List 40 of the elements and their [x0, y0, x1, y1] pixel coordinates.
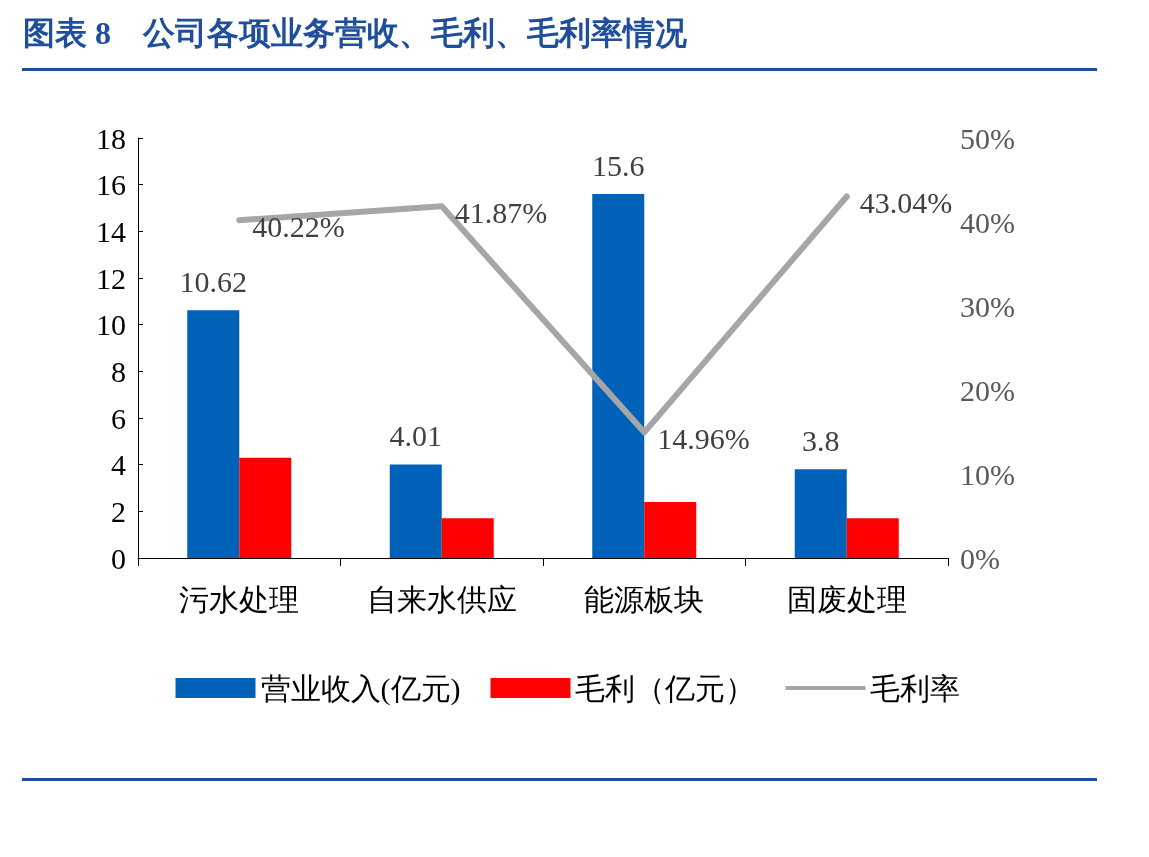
x-tick-label: 能源板块: [584, 582, 705, 616]
x-tick-label: 自来水供应: [366, 582, 517, 616]
y2-tick-label: 30%: [960, 289, 1015, 323]
data-label: 15.6: [592, 148, 645, 182]
data-label: 41.87%: [454, 195, 548, 229]
data-label: 40.22%: [252, 209, 345, 243]
bar: [389, 464, 442, 558]
legend-label: 营业收入(亿元): [260, 671, 461, 706]
y-tick-label: 10: [96, 308, 126, 342]
data-label: 14.96%: [657, 421, 750, 455]
x-tick-label: 固废处理: [786, 582, 907, 616]
x-tick-label: 污水处理: [179, 582, 300, 616]
y2-tick-label: 10%: [960, 457, 1015, 491]
bar: [592, 194, 645, 558]
bar: [187, 310, 240, 558]
bar: [441, 518, 494, 558]
bar: [644, 502, 697, 558]
y-tick-label: 2: [111, 494, 126, 528]
y2-tick-label: 40%: [960, 205, 1015, 239]
data-label: 4.01: [389, 418, 442, 452]
y-tick-label: 8: [111, 354, 126, 388]
chart-title: 图表 8 公司各项业务营收、毛利、毛利率情况: [23, 15, 688, 51]
y-tick-label: 4: [111, 448, 126, 482]
y-tick-label: 14: [96, 214, 126, 248]
y-tick-label: 0: [111, 541, 126, 575]
bar: [239, 457, 292, 558]
y-tick-label: 6: [111, 401, 126, 435]
y2-tick-label: 50%: [960, 121, 1015, 155]
legend-label: 毛利率: [870, 671, 961, 705]
data-label: 3.8: [802, 423, 840, 457]
y-tick-label: 12: [96, 261, 126, 295]
legend-label: 毛利（亿元）: [575, 671, 756, 705]
data-label: 43.04%: [859, 185, 953, 219]
bar: [794, 469, 847, 558]
y2-tick-label: 20%: [960, 373, 1015, 407]
y-tick-label: 16: [96, 168, 126, 202]
y-tick-label: 18: [96, 121, 126, 155]
data-label: 10.62: [179, 264, 247, 298]
bar: [846, 518, 899, 558]
y2-tick-label: 0%: [960, 541, 1000, 575]
